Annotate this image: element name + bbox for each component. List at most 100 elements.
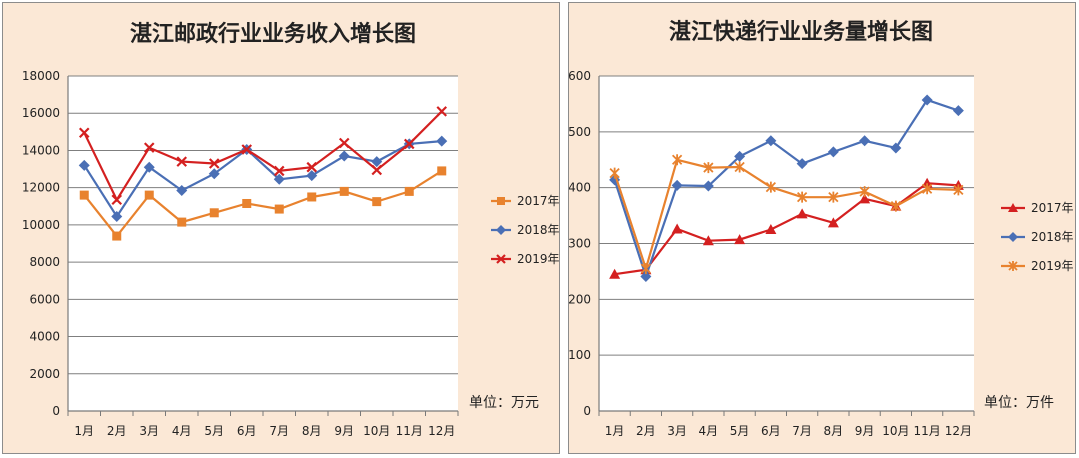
data-point <box>242 198 252 208</box>
data-point <box>671 223 683 234</box>
y-tick-label: 400 <box>569 181 591 195</box>
data-point <box>671 179 683 191</box>
x-tick-label: 10月 <box>882 424 909 438</box>
y-tick-label: 2000 <box>29 367 60 381</box>
x-tick-label: 1月 <box>605 424 625 438</box>
data-point <box>176 156 188 167</box>
x-tick-label: 5月 <box>204 424 224 438</box>
unit-label: 单位：万元 <box>469 395 539 411</box>
series-2019年 <box>609 154 964 275</box>
legend-item: 2017年 <box>491 194 559 208</box>
legend-item: 2019年 <box>1001 259 1074 273</box>
x-tick-label: 10月 <box>363 424 390 438</box>
data-point <box>273 173 285 185</box>
data-point <box>890 142 902 154</box>
data-point <box>796 191 808 203</box>
legend-label: 2018年 <box>1031 230 1074 244</box>
legend-item: 2018年 <box>1001 230 1074 244</box>
data-point <box>953 184 964 196</box>
data-point <box>404 186 414 196</box>
legend-label: 2019年 <box>517 252 559 266</box>
data-point <box>436 106 448 117</box>
data-point <box>111 211 123 223</box>
y-tick-label: 0 <box>583 404 591 418</box>
y-tick-label: 8000 <box>29 255 60 269</box>
data-point <box>372 197 382 207</box>
data-point <box>111 194 123 206</box>
data-point <box>702 235 714 246</box>
data-point <box>609 268 621 279</box>
series-2019年 <box>78 106 448 206</box>
x-tick-label: 9月 <box>855 424 875 438</box>
x-tick-label: 5月 <box>730 424 750 438</box>
data-point <box>640 270 652 282</box>
y-tick-label: 500 <box>569 125 591 139</box>
series-line <box>83 140 442 219</box>
y-tick-label: 300 <box>569 237 591 251</box>
data-point <box>371 156 383 168</box>
y-tick-label: 14000 <box>22 143 60 157</box>
series-line <box>613 158 959 273</box>
y-tick-label: 200 <box>569 292 591 306</box>
legend-item: 2017年 <box>1001 201 1074 215</box>
x-tick-label: 6月 <box>237 424 257 438</box>
data-point <box>640 263 652 275</box>
data-point <box>274 204 284 214</box>
revenue-chart: 湛江邮政行业业务收入增长图 0 2000 4000 6000 8000 10000 1200… <box>22 21 559 438</box>
data-point <box>952 105 964 117</box>
data-point <box>671 154 683 166</box>
chart-title: 湛江邮政行业业务收入增长图 <box>130 21 416 47</box>
legend-marker <box>1008 232 1018 242</box>
legend-marker <box>496 254 506 264</box>
series-line <box>83 110 443 203</box>
data-point <box>338 150 350 162</box>
legend-label: 2018年 <box>517 223 559 237</box>
x-tick-label: 7月 <box>269 424 289 438</box>
data-point <box>403 138 415 150</box>
data-point <box>371 164 383 176</box>
legend-label: 2017年 <box>517 194 559 208</box>
x-tick-label: 3月 <box>139 424 159 438</box>
data-point <box>827 217 839 228</box>
y-tick-label: 4000 <box>29 330 60 344</box>
series-line <box>613 98 959 280</box>
data-point <box>241 144 253 155</box>
data-point <box>143 142 155 153</box>
data-point <box>339 186 349 196</box>
data-point <box>176 184 188 196</box>
x-tick-label: 1月 <box>74 424 94 438</box>
data-point <box>796 158 808 170</box>
data-point <box>306 170 318 182</box>
data-point <box>765 181 777 193</box>
legend-marker <box>496 225 506 235</box>
x-tick-label: 2月 <box>636 424 656 438</box>
data-point <box>144 190 154 200</box>
data-point <box>796 208 808 219</box>
series-2017年 <box>79 166 447 241</box>
data-point <box>273 165 285 177</box>
legend-marker <box>497 197 505 205</box>
data-point <box>209 208 219 218</box>
x-tick-label: 12月 <box>945 424 972 438</box>
x-tick-label: 2月 <box>107 424 127 438</box>
y-tick-label: 18000 <box>22 69 60 83</box>
y-tick-label: 12000 <box>22 181 60 195</box>
data-point <box>307 192 317 202</box>
data-point <box>734 161 745 173</box>
legend-item: 2019年 <box>491 252 559 266</box>
y-tick-label: 6000 <box>29 292 60 306</box>
express-chart-panel: 湛江快递行业业务量增长图 0 100 200 300 400 500 600 1月 2月 3月 4… <box>568 2 1076 454</box>
express-chart: 湛江快递行业业务量增长图 0 100 200 300 400 500 600 1月 2月 3月 4… <box>569 19 1074 438</box>
data-point <box>703 162 714 174</box>
y-tick-label: 600 <box>569 69 591 83</box>
data-point <box>734 150 746 162</box>
x-tick-label: 8月 <box>302 424 322 438</box>
data-point <box>734 234 746 245</box>
data-point <box>890 200 902 212</box>
x-tick-label: 4月 <box>699 424 719 438</box>
x-tick-label: 6月 <box>761 424 781 438</box>
x-tick-label: 7月 <box>792 424 812 438</box>
x-tick-label: 4月 <box>172 424 192 438</box>
y-tick-label: 16000 <box>22 106 60 120</box>
data-point <box>609 167 620 179</box>
